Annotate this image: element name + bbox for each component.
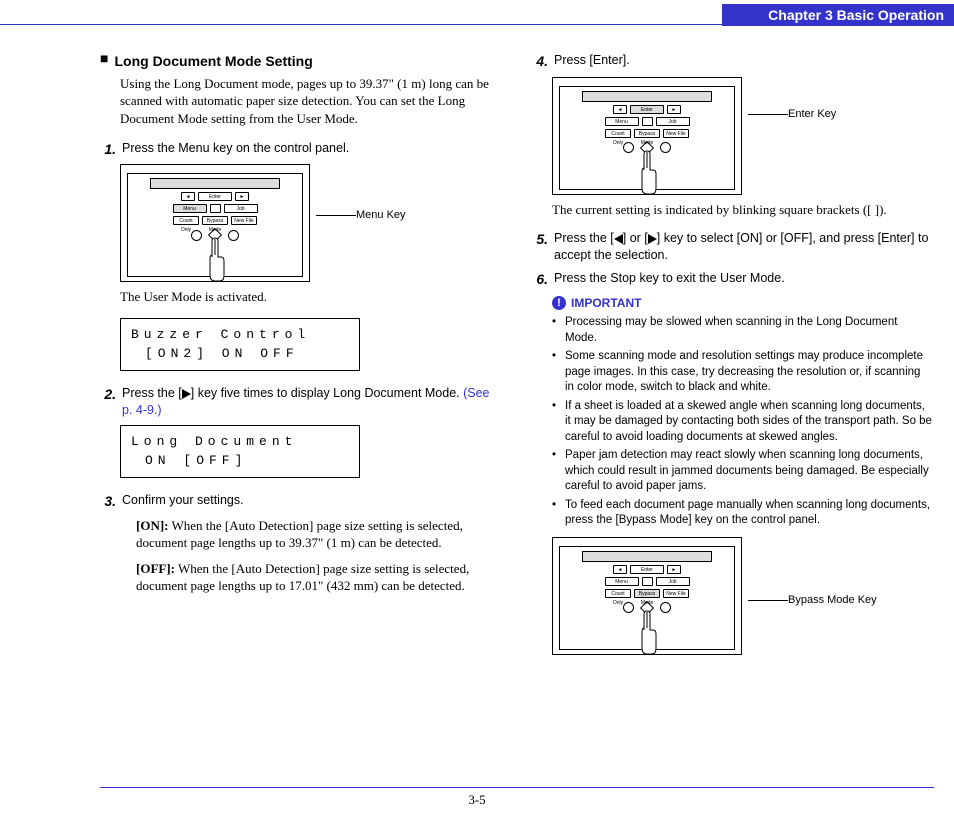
step-number: 3.: [100, 492, 116, 511]
step-number: 4.: [532, 52, 548, 71]
left-triangle-icon: [614, 234, 623, 244]
step-number: 6.: [532, 270, 548, 289]
important-bullets: •Processing may be slowed when scanning …: [552, 315, 932, 529]
right-triangle-icon: [648, 234, 657, 244]
control-panel-diagram: ◄Enter► MenuJob Count OnlyBypass ModeNew…: [552, 537, 742, 655]
step-text: Press the [] or [] key to select [ON] or…: [554, 230, 932, 264]
right-triangle-icon: [182, 389, 191, 399]
lcd-line1: Buzzer Control: [131, 325, 349, 345]
right-column: 4. Press [Enter]. ◄Enter► MenuJob Count …: [532, 52, 932, 661]
control-panel-diagram: ◄Enter► MenuJob Count OnlyBypass ModeNew…: [552, 77, 742, 195]
step-number: 5.: [532, 230, 548, 249]
lcd-display-2: Long Document ON [OFF]: [120, 425, 360, 478]
step-text: Press [Enter].: [554, 52, 932, 69]
on-label: [ON]:: [136, 518, 169, 533]
step-text: Press the [] key five times to display L…: [122, 385, 500, 419]
step-1: 1. Press the Menu key on the control pan…: [100, 140, 500, 159]
callout-label: Bypass Mode Key: [788, 593, 877, 608]
callout-label: Enter Key: [788, 107, 836, 122]
step-text: Press the Stop key to exit the User Mode…: [554, 270, 932, 287]
figure-3: ◄Enter► MenuJob Count OnlyBypass ModeNew…: [552, 537, 932, 655]
off-setting: [OFF]: When the [Auto Detection] page si…: [136, 560, 500, 595]
bullet-item: •Processing may be slowed when scanning …: [552, 315, 932, 346]
important-icon: !: [552, 296, 566, 310]
step-3: 3. Confirm your settings.: [100, 492, 500, 511]
callout-line: [748, 114, 788, 115]
bullet-item: •To feed each document page manually whe…: [552, 498, 932, 529]
step-6: 6. Press the Stop key to exit the User M…: [532, 270, 932, 289]
step-number: 2.: [100, 385, 116, 404]
section-heading: ■ Long Document Mode Setting: [100, 52, 500, 71]
square-bullet-icon: ■: [100, 52, 108, 69]
lcd-line2: [ON2] ON OFF: [131, 344, 349, 364]
step-2: 2. Press the [] key five times to displa…: [100, 385, 500, 419]
on-setting: [ON]: When the [Auto Detection] page siz…: [136, 517, 500, 552]
step-number: 1.: [100, 140, 116, 159]
lcd-display-1: Buzzer Control [ON2] ON OFF: [120, 318, 360, 371]
lcd-line1: Long Document: [131, 432, 349, 452]
bullet-item: •Some scanning mode and resolution setti…: [552, 349, 932, 396]
control-panel-diagram: ◄Enter► MenuJob Count OnlyBypass ModeNew…: [120, 164, 310, 282]
caption-1: The User Mode is activated.: [120, 288, 500, 306]
figure-1: ◄Enter► MenuJob Count OnlyBypass ModeNew…: [120, 164, 500, 282]
callout-line: [748, 600, 788, 601]
lcd-line2: ON [OFF]: [131, 451, 349, 471]
on-text: When the [Auto Detection] page size sett…: [136, 518, 463, 551]
step-text: Confirm your settings.: [122, 492, 500, 509]
intro-paragraph: Using the Long Document mode, pages up t…: [120, 75, 500, 128]
step-5: 5. Press the [] or [] key to select [ON]…: [532, 230, 932, 264]
figure-2: ◄Enter► MenuJob Count OnlyBypass ModeNew…: [552, 77, 932, 195]
chapter-header: Chapter 3 Basic Operation: [722, 4, 954, 26]
important-label: IMPORTANT: [571, 295, 641, 311]
header-rule: [0, 24, 954, 25]
section-title: Long Document Mode Setting: [114, 52, 312, 71]
bullet-item: •Paper jam detection may react slowly wh…: [552, 448, 932, 495]
important-heading: ! IMPORTANT: [552, 295, 932, 311]
page-number: 3-5: [0, 792, 954, 808]
content-columns: ■ Long Document Mode Setting Using the L…: [100, 52, 934, 661]
left-column: ■ Long Document Mode Setting Using the L…: [100, 52, 500, 661]
off-label: [OFF]:: [136, 561, 175, 576]
footer-rule: [100, 787, 934, 788]
step-4: 4. Press [Enter].: [532, 52, 932, 71]
callout-label: Menu Key: [356, 208, 406, 223]
off-text: When the [Auto Detection] page size sett…: [136, 561, 469, 594]
caption-2: The current setting is indicated by blin…: [552, 201, 932, 219]
callout-line: [316, 215, 356, 216]
step-text: Press the Menu key on the control panel.: [122, 140, 500, 157]
bullet-item: •If a sheet is loaded at a skewed angle …: [552, 399, 932, 446]
